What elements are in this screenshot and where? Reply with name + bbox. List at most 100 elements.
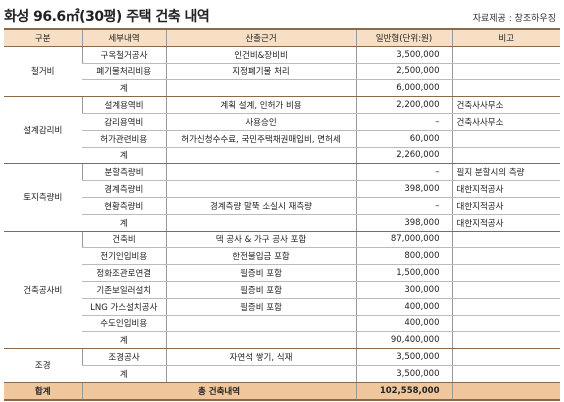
note <box>451 247 560 266</box>
row: 감리용역비 사용승인 – 건축사사무소 <box>4 113 560 131</box>
amount: 398,000 <box>355 180 452 198</box>
note: 건축사사무소 <box>451 96 560 114</box>
total-label: 합계 <box>4 382 82 401</box>
note <box>451 46 560 64</box>
note: 대한지적공사 <box>451 214 560 232</box>
row: 계 6,000,000 <box>4 79 560 98</box>
column-header: 구분 <box>4 27 82 47</box>
group-name: 건축공사비 <box>4 231 82 350</box>
row: LNG 가스설치공사 필증비 포함 400,000 <box>4 298 560 316</box>
basis <box>165 365 356 383</box>
row: 계 2,260,000 <box>4 147 560 165</box>
basis: 한전불입금 포함 <box>165 247 356 266</box>
group-name: 토지측량비 <box>4 163 82 232</box>
row: 계 3,500,000 <box>4 365 560 383</box>
amount: 398,000 <box>355 214 452 232</box>
basis: 지정폐기물 처리 <box>165 63 356 81</box>
title: 화성 96.6㎡(30평) 주택 건축 내역 <box>4 9 210 25</box>
note <box>451 231 560 249</box>
row: 폐기물처리비용 지정폐기물 처리 2,500,000 <box>4 63 560 81</box>
amount: – <box>355 163 452 182</box>
item: 기존보일러설치 <box>82 281 166 299</box>
note: 필지 분할시의 측량 <box>451 163 560 182</box>
basis: 허가신청수수료, 국민주택채권매입비, 면허세 <box>165 130 356 148</box>
item: 수도인입비용 <box>82 315 166 333</box>
amount: 2,500,000 <box>355 63 452 81</box>
basis: 덱 공사 & 가구 공사 포함 <box>165 231 356 249</box>
note <box>451 130 560 148</box>
cost-table: 구분 세부내역 산출근거 일반형(단위:원) 비고 철거비 구옥철거공사 인건비&장비비 3,… <box>4 27 560 401</box>
row: 계 90,400,000 <box>4 331 560 350</box>
row: 철거비 구옥철거공사 인건비&장비비 3,500,000 <box>4 46 560 98</box>
item: 계 <box>82 365 166 383</box>
item: LNG 가스설치공사 <box>82 298 166 316</box>
amount: – <box>355 197 452 215</box>
basis: 경계측량 말뚝 소실시 재측량 <box>165 197 356 215</box>
item: 계 <box>82 79 166 98</box>
item: 계 <box>82 147 166 165</box>
item: 건축비 <box>81 231 166 249</box>
amount: 400,000 <box>355 315 452 333</box>
note <box>451 79 560 98</box>
row: 계 398,000 대한지적공사 <box>4 214 560 232</box>
item: 조경공사 <box>81 348 166 366</box>
note <box>451 365 560 383</box>
basis <box>165 163 356 182</box>
row: 경계측량비 398,000 대한지적공사 <box>4 180 560 198</box>
row: 전기인입비용 한전불입금 포함 800,000 <box>4 247 560 266</box>
item: 현황측량비 <box>82 197 166 215</box>
amount: 87,000,000 <box>355 231 452 249</box>
row: 정화조관로연결 필증비 포함 1,500,000 <box>4 264 560 282</box>
amount: 3,500,000 <box>355 348 452 366</box>
item: 허가관련비용 <box>82 130 166 148</box>
basis: 필증비 포함 <box>165 281 356 299</box>
total-basis: 총 건축내역 <box>81 382 356 401</box>
row: 조경 조경공사 자연석 쌓기, 식재 3,500,000 <box>4 348 560 383</box>
amount: 3,500,000 <box>355 365 452 383</box>
note: 대한지적공사 <box>451 197 560 215</box>
column-header: 비고 <box>451 27 560 47</box>
note <box>451 264 560 282</box>
row: 건축공사비 건축비 덱 공사 & 가구 공사 포함 87,000,000 <box>4 231 560 350</box>
item: 구옥철거공사 <box>81 46 166 64</box>
item: 설계용역비 <box>81 96 166 114</box>
amount: 6,000,000 <box>355 79 452 98</box>
row: 수도인입비용 400,000 <box>4 315 560 333</box>
item: 계 <box>82 331 166 350</box>
item: 감리용역비 <box>82 113 166 131</box>
basis: 사용승인 <box>165 113 356 131</box>
basis <box>165 180 356 198</box>
amount: 800,000 <box>355 247 452 266</box>
note: 건축사사무소 <box>451 113 560 131</box>
total-note <box>451 382 560 401</box>
item: 폐기물처리비용 <box>82 63 166 81</box>
note <box>451 298 560 316</box>
basis <box>165 315 356 333</box>
amount: 90,400,000 <box>355 331 452 350</box>
item: 경계측량비 <box>82 180 166 198</box>
column-header: 산출근거 <box>165 27 356 47</box>
group-name: 설계감리비 <box>4 96 82 165</box>
header-row: 구분 세부내역 산출근거 일반형(단위:원) 비고 <box>4 27 560 47</box>
amount: 2,260,000 <box>355 147 452 165</box>
row: 현황측량비 경계측량 말뚝 소실시 재측량 – 대한지적공사 <box>4 197 560 215</box>
note <box>451 147 560 165</box>
basis: 인건비&장비비 <box>165 46 356 64</box>
basis: 필증비 포함 <box>165 264 356 282</box>
basis <box>165 331 356 350</box>
note: 대한지적공사 <box>451 180 560 198</box>
total-amount: 102,558,000 <box>355 382 452 401</box>
basis <box>165 79 356 98</box>
basis: 계획 설계, 인허가 비용 <box>165 96 356 114</box>
note <box>451 348 560 366</box>
row: 설계감리비 설계용역비 계획 설계, 인허가 비용 2,200,000 건축사사무소 <box>4 96 560 165</box>
item: 계 <box>82 214 166 232</box>
note <box>451 315 560 333</box>
amount: 2,200,000 <box>355 96 452 114</box>
group-name: 철거비 <box>4 46 82 98</box>
source: 자료제공 : 창조하우징 <box>472 14 556 24</box>
basis: 필증비 포함 <box>165 298 356 316</box>
row: 허가관련비용 허가신청수수료, 국민주택채권매입비, 면허세 60,000 <box>4 130 560 148</box>
item: 전기인입비용 <box>82 247 166 266</box>
